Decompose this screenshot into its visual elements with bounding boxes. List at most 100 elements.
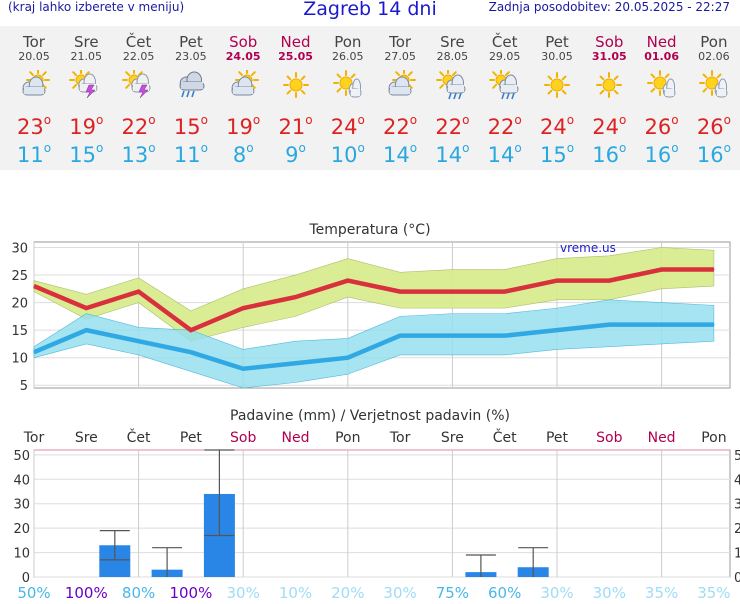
sun-cloud-icon <box>231 70 260 96</box>
day-date: 20.05 <box>18 50 50 63</box>
y-tick-label-right: 20 <box>734 522 740 537</box>
day-column: Pet 30.05 24o 15o <box>531 26 583 167</box>
degree-sign: o <box>43 141 52 155</box>
precipitation-probability: 10% <box>279 584 312 600</box>
max-temperature: 22o <box>374 106 426 139</box>
x-tick-label: Sre <box>75 430 98 446</box>
y-tick-label: 5 <box>20 379 28 394</box>
degree-sign: o <box>462 141 470 155</box>
min-point <box>85 329 87 331</box>
max-temperature: 19o <box>217 106 269 139</box>
x-tick-label: Sob <box>230 430 256 446</box>
max-temperature: 22o <box>113 106 165 139</box>
sun-small-cloud-icon <box>646 70 676 98</box>
sun-cloud-icon <box>22 70 50 96</box>
max-temperature-value: 24 <box>539 115 567 139</box>
min-point <box>399 335 401 337</box>
max-temperature-value: 22 <box>435 115 463 139</box>
min-temperature: 11o <box>165 134 217 167</box>
max-point <box>33 285 35 287</box>
degree-sign: o <box>148 113 156 127</box>
min-temperature: 14o <box>426 134 478 167</box>
day-column: Tor 27.05 22o 14o <box>374 26 426 167</box>
day-name: Ned <box>646 33 677 51</box>
y-tick-label: 40 <box>13 473 30 488</box>
max-temperature-value: 15 <box>173 115 201 139</box>
day-date: 30.05 <box>541 50 573 63</box>
y-tick-label-right: 30 <box>734 498 740 513</box>
min-point <box>33 351 35 353</box>
max-temperature-value: 26 <box>696 115 724 139</box>
max-temperature: 15o <box>165 106 217 139</box>
min-temperature-value: 16 <box>696 143 724 167</box>
sun-rain-icon <box>488 70 519 100</box>
y-tick-label-right: 40 <box>734 473 740 488</box>
min-point <box>294 362 297 364</box>
max-temperature-value: 26 <box>644 115 672 139</box>
min-temperature-value: 10 <box>330 143 358 167</box>
max-point <box>451 290 453 293</box>
max-temperature: 24o <box>583 106 635 139</box>
max-range-band <box>33 247 715 342</box>
min-series-line <box>33 322 714 372</box>
y-tick-label-right: 0 <box>734 571 740 586</box>
day-date: 26.05 <box>332 50 364 63</box>
day-name: Pet <box>545 33 569 51</box>
min-temperature: 10o <box>322 134 374 167</box>
day-date: 27.05 <box>384 50 416 63</box>
min-temperature-value: 13 <box>121 143 149 167</box>
degree-sign: o <box>305 113 313 127</box>
y-tick-label: 30 <box>11 242 28 257</box>
min-temperature: 13o <box>113 134 165 167</box>
min-temperature-value: 11 <box>16 143 44 167</box>
degree-sign: o <box>514 113 522 127</box>
min-temperature-value: 16 <box>644 143 672 167</box>
precipitation-probability: 20% <box>331 584 364 600</box>
max-point <box>399 290 401 293</box>
temperature-chart-title: Temperatura (°C) <box>308 222 430 238</box>
min-temperature-value: 16 <box>592 143 619 167</box>
min-temperature-value: 14 <box>435 143 463 167</box>
degree-sign: o <box>723 141 731 155</box>
day-column: Sre 28.05 22o 14o <box>426 26 478 167</box>
max-temperature: 26o <box>636 106 688 139</box>
y-tick-label: 10 <box>11 352 28 367</box>
day-name: Sre <box>74 33 99 51</box>
degree-sign: o <box>618 113 627 127</box>
max-temperature-value: 24 <box>592 115 619 139</box>
y-tick-label: 0 <box>22 571 30 586</box>
min-temperature: 8o <box>217 134 269 167</box>
max-temperature: 19o <box>60 106 112 139</box>
degree-sign: o <box>298 141 306 155</box>
max-temperature-value: 22 <box>487 115 515 139</box>
watermark: vreme.us <box>560 241 616 255</box>
max-point <box>242 307 244 309</box>
degree-sign: o <box>357 113 365 127</box>
min-temperature-value: 11 <box>173 143 201 167</box>
precipitation-probability: 60% <box>488 584 521 600</box>
min-point <box>713 324 715 326</box>
day-column: Tor 20.05 23o 11o <box>8 26 60 167</box>
y-tick-label: 20 <box>13 522 30 537</box>
max-point <box>190 329 192 331</box>
min-temperature: 16o <box>688 134 740 167</box>
max-temperature: 26o <box>688 106 740 139</box>
day-name: Čet <box>125 33 152 51</box>
day-name: Tor <box>23 33 45 51</box>
max-temperature-value: 21 <box>278 115 306 139</box>
min-point <box>138 340 140 342</box>
day-date: 21.05 <box>70 50 103 63</box>
degree-sign: o <box>566 113 575 127</box>
y-tick-label-right: 50 <box>734 449 740 464</box>
precipitation-probability: 100% <box>169 584 212 600</box>
sun-rain-icon <box>436 70 466 100</box>
day-column: Sre 21.05 19o 15o <box>60 26 112 167</box>
min-temperature: 9o <box>270 134 322 167</box>
min-point <box>556 329 558 331</box>
charts-area: Temperatura (°C) 5 10 15 20 25 30 vreme.us Padav… <box>0 210 740 604</box>
max-temperature: 24o <box>322 106 374 139</box>
min-temperature: 15o <box>60 134 112 167</box>
max-temperature: 23o <box>8 106 60 139</box>
day-name: Sob <box>229 33 258 51</box>
x-tick-label: Pet <box>546 430 569 446</box>
